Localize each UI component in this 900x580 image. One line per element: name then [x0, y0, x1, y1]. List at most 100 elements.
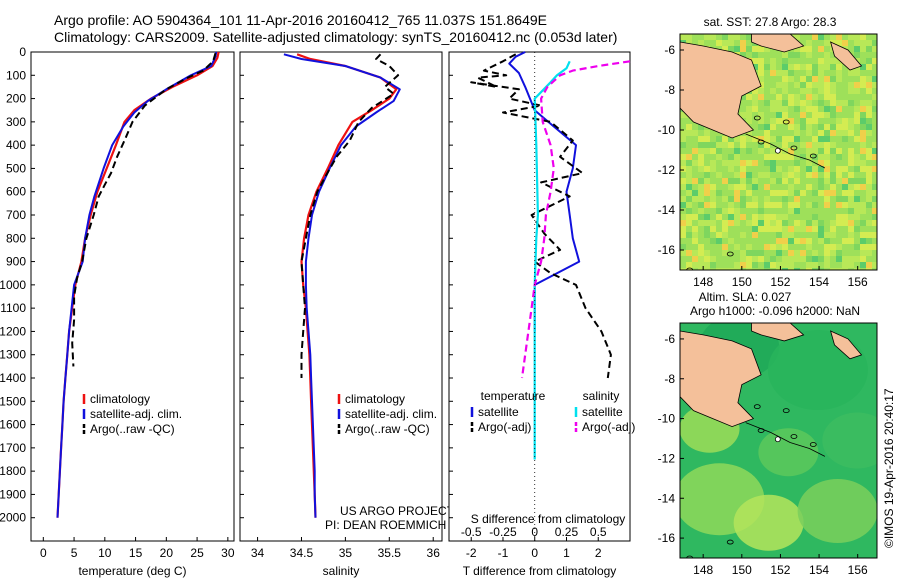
sst-cell — [770, 172, 777, 179]
sst-cell — [818, 148, 825, 155]
sst-cell — [824, 178, 831, 185]
sst-cell — [746, 40, 753, 47]
sst-cell — [698, 148, 705, 155]
sst-cell — [812, 196, 819, 203]
sst-cell — [812, 232, 819, 239]
sst-cell — [710, 268, 717, 270]
sst-cell — [872, 238, 877, 245]
land-island — [726, 539, 734, 545]
sst-cell — [860, 46, 867, 53]
sst-cell — [824, 118, 831, 125]
sst-cell — [710, 40, 717, 47]
sst-cell — [812, 88, 819, 95]
sst-cell — [752, 88, 759, 95]
land-bougainville — [829, 330, 863, 360]
lon-tick-label: 148 — [693, 563, 713, 577]
sst-cell — [704, 238, 711, 245]
sst-cell — [836, 250, 843, 257]
sst-cell — [722, 232, 729, 239]
land-island — [809, 153, 817, 159]
sst-cell — [782, 124, 789, 131]
sst-cell — [824, 262, 831, 269]
sst-cell — [752, 154, 759, 161]
sst-cell — [842, 202, 849, 209]
sst-cell — [782, 106, 789, 113]
sst-cell — [812, 226, 819, 233]
sst-cell — [734, 178, 741, 185]
sst-cell — [866, 196, 873, 203]
sst-cell — [686, 178, 693, 185]
sst-cell — [824, 70, 831, 77]
sst-cell — [830, 82, 837, 89]
sst-cell — [860, 136, 867, 143]
sst-cell — [860, 268, 867, 270]
sst-cell — [824, 268, 831, 270]
land-island — [753, 115, 761, 121]
sst-cell — [860, 148, 867, 155]
sst-cell — [836, 70, 843, 77]
sst-cell — [740, 262, 747, 269]
sst-cell — [836, 226, 843, 233]
sst-cell — [746, 142, 753, 149]
sst-cell — [824, 76, 831, 83]
sst-cell — [788, 70, 795, 77]
sst-cell — [788, 94, 795, 101]
sst-cell — [794, 100, 801, 107]
sst-cell — [854, 46, 861, 53]
sst-cell — [848, 208, 855, 215]
sst-cell — [752, 268, 759, 270]
sst-cell — [866, 268, 873, 270]
sst-cell — [728, 220, 735, 227]
sst-cell — [704, 232, 711, 239]
sst-cell — [842, 268, 849, 270]
sst-cell — [728, 244, 735, 251]
sst-cell — [794, 136, 801, 143]
sst-cell — [728, 232, 735, 239]
sst-cell — [698, 250, 705, 257]
sst-cell — [692, 262, 699, 269]
sst-cell — [794, 142, 801, 149]
sst-cell — [818, 94, 825, 101]
sst-cell — [692, 40, 699, 47]
sst-cell — [704, 148, 711, 155]
sst-cell — [746, 232, 753, 239]
sst-cell — [782, 238, 789, 245]
sst-cell — [680, 154, 687, 161]
sst-cell — [824, 130, 831, 137]
sst-cell — [872, 226, 877, 233]
sst-cell — [680, 160, 687, 167]
sst-cell — [866, 214, 873, 221]
sst-cell — [710, 208, 717, 215]
series-line-argo-raw-qc- — [300, 53, 400, 378]
sst-cell — [854, 178, 861, 185]
sst-cell — [752, 160, 759, 167]
sst-cell — [752, 208, 759, 215]
sst-cell — [860, 244, 867, 251]
lon-tick-label: 156 — [848, 275, 868, 289]
sst-cell — [764, 160, 771, 167]
sst-cell — [806, 154, 813, 161]
sst-cell — [848, 106, 855, 113]
sst-cell — [866, 88, 873, 95]
sst-cell — [764, 262, 771, 269]
sst-cell — [686, 34, 693, 41]
sst-cell — [860, 256, 867, 263]
sst-cell — [740, 94, 747, 101]
sst-cell — [812, 238, 819, 245]
sst-cell — [866, 244, 873, 251]
sst-cell — [734, 166, 741, 173]
sst-cell — [854, 106, 861, 113]
sst-cell — [698, 154, 705, 161]
sst-cell — [836, 100, 843, 107]
sst-cell — [818, 190, 825, 197]
sst-cell — [818, 238, 825, 245]
salinity-plot: 34 34.5 35 35.5 36 salinity climatologysatelli… — [239, 51, 455, 578]
sst-cell — [848, 190, 855, 197]
sst-cell — [740, 178, 747, 185]
sst-cell — [698, 226, 705, 233]
land-new-britain — [751, 34, 805, 53]
plot-frame — [448, 51, 631, 542]
x-axis-label: temperature (deg C) — [78, 564, 186, 578]
sst-cell — [764, 256, 771, 263]
